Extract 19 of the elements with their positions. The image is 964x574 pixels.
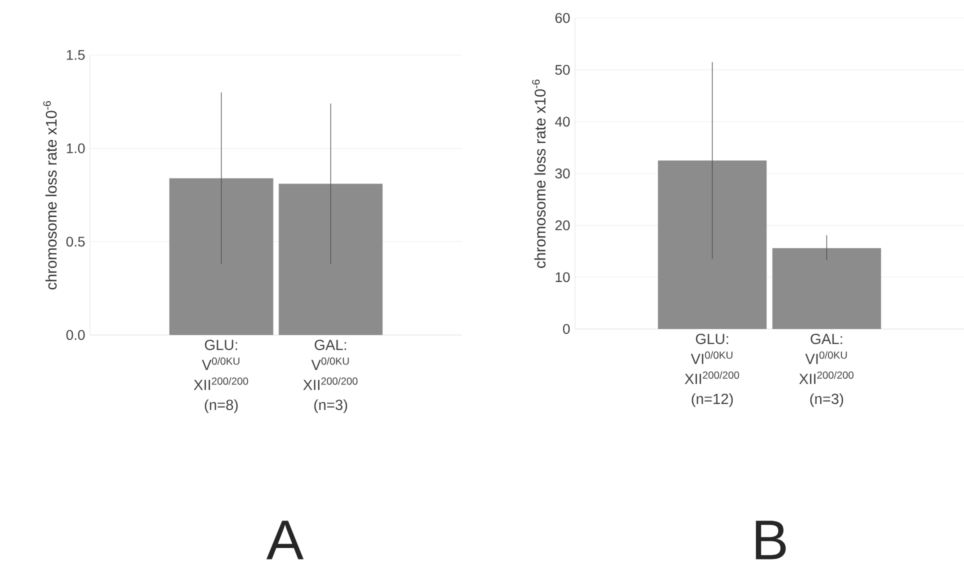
y-tick-label: 1.0 — [66, 143, 85, 154]
category-label: GLU: VI$^{0/0KU}$ XII$^{200/200}$ (n=12) — [684, 334, 740, 407]
category-label: GLU: V$^{0/0KU}$ XII$^{200/200}$ (n=8) — [194, 340, 248, 413]
y-tick-label: 20 — [555, 220, 570, 230]
y-tick-label: 0.0 — [66, 330, 85, 340]
category-label: GAL: V$^{0/0KU}$ XII$^{200/200}$ (n=3) — [303, 340, 358, 413]
y-tick-label: 10 — [556, 272, 570, 282]
y-tick-label: 50 — [555, 64, 570, 75]
y-axis-title: chromosome loss rate x10$^{-6}$ — [532, 80, 546, 268]
y-tick-label: 0 — [563, 324, 570, 334]
y-tick-label: 60 — [555, 13, 570, 23]
y-tick-label: 30 — [555, 168, 570, 178]
y-tick-label: 0.5 — [66, 236, 85, 247]
y-axis-title: chromosome loss rate x10$^{-6}$ — [43, 101, 57, 290]
text: B — [756, 520, 786, 560]
y-tick-label: 1.5 — [66, 50, 85, 60]
category-label: GAL: VI$^{0/0KU}$ XII$^{200/200}$ (n=3) — [799, 334, 854, 407]
text: A — [266, 520, 304, 560]
y-tick-label: 40 — [555, 116, 570, 127]
